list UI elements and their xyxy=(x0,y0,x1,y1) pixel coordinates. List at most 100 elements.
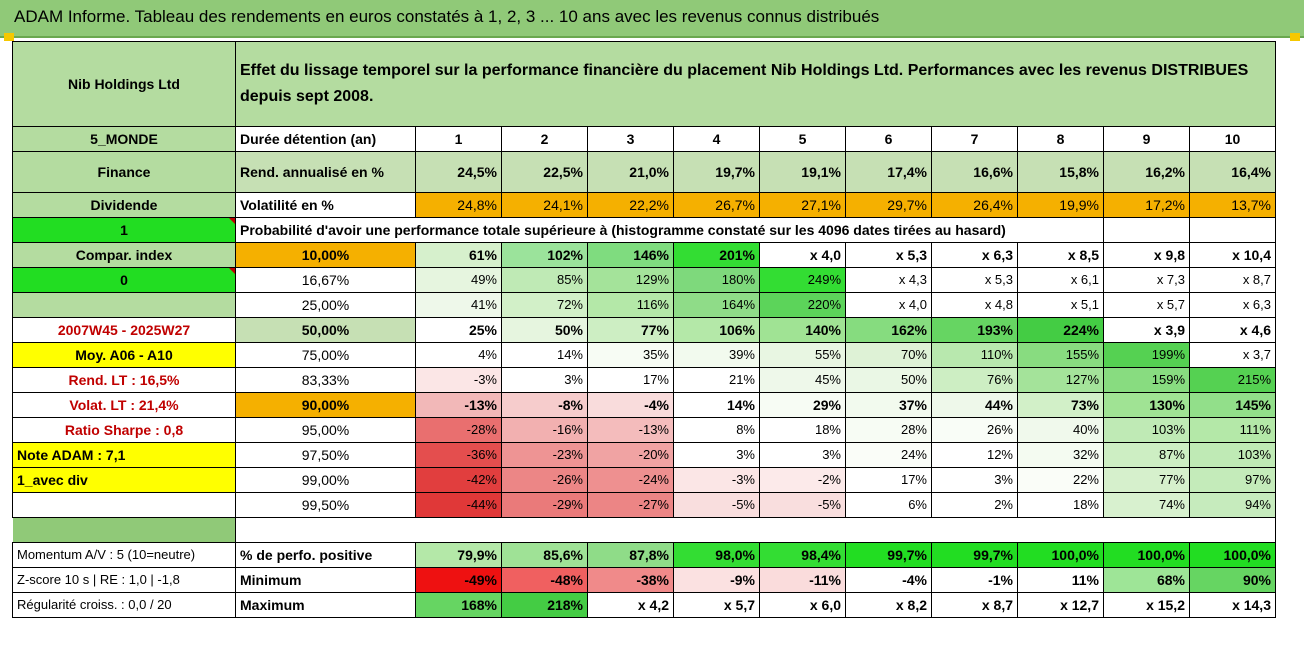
probability-value: 85% xyxy=(501,267,588,293)
stats-value: x 12,7 xyxy=(1017,592,1104,618)
probability-value: 39% xyxy=(673,342,760,368)
stats-value: 87,8% xyxy=(587,542,674,568)
flag-0-cell[interactable]: 0 xyxy=(12,267,236,293)
stats-value: 218% xyxy=(501,592,588,618)
volat-value: 26,7% xyxy=(673,192,760,218)
probability-value: 17% xyxy=(845,467,932,493)
corner-marker xyxy=(1290,33,1300,41)
rend-value: 16,6% xyxy=(931,151,1018,193)
probability-value: -8% xyxy=(501,392,588,418)
report-title: ADAM Informe. Tableau des rendements en … xyxy=(14,7,880,26)
probability-value: 3% xyxy=(501,367,588,393)
probability-value: 22% xyxy=(1017,467,1104,493)
probability-value: 3% xyxy=(759,442,846,468)
stats-value: x 4,2 xyxy=(587,592,674,618)
probability-value: 215% xyxy=(1189,367,1276,393)
volat-value: 27,1% xyxy=(759,192,846,218)
probability-value: x 4,8 xyxy=(931,292,1018,318)
year-4: 4 xyxy=(673,126,760,152)
probability-value: 199% xyxy=(1103,342,1190,368)
flag-1-cell[interactable]: 1 xyxy=(12,217,236,243)
stats-value: 168% xyxy=(415,592,502,618)
probability-value: 106% xyxy=(673,317,760,343)
probability-value: 41% xyxy=(415,292,502,318)
probability-value: 24% xyxy=(845,442,932,468)
probability-value: x 4,6 xyxy=(1189,317,1276,343)
probability-row: 99,50% -44% -29% -27% -5% -5% 6% 2% 18% 74% 94% xyxy=(12,492,1276,518)
probability-value: -20% xyxy=(587,442,674,468)
probability-value: 103% xyxy=(1189,442,1276,468)
probability-value: 102% xyxy=(501,242,588,268)
compar-index-label: Compar. index xyxy=(12,242,236,268)
probability-value: 70% xyxy=(845,342,932,368)
stats-value: 85,6% xyxy=(501,542,588,568)
stats-side-label: Régularité croiss. : 0,0 / 20 xyxy=(12,592,236,618)
probability-value: 129% xyxy=(587,267,674,293)
rend-value: 21,0% xyxy=(587,151,674,193)
threshold-percent: 50,00% xyxy=(235,317,416,343)
rend-value: 16,2% xyxy=(1103,151,1190,193)
year-8: 8 xyxy=(1017,126,1104,152)
stats-value: x 6,0 xyxy=(759,592,846,618)
stats-value: -4% xyxy=(845,567,932,593)
probability-value: -2% xyxy=(759,467,846,493)
probability-value: 94% xyxy=(1189,492,1276,518)
duration-label: Durée détention (an) xyxy=(235,126,416,152)
probability-value: 50% xyxy=(845,367,932,393)
probability-value: x 3,7 xyxy=(1189,342,1276,368)
probability-value: 159% xyxy=(1103,367,1190,393)
probability-value: 130% xyxy=(1103,392,1190,418)
probability-value: -26% xyxy=(501,467,588,493)
stats-value: -38% xyxy=(587,567,674,593)
stats-value: 98,0% xyxy=(673,542,760,568)
probability-value: 8% xyxy=(673,417,760,443)
probability-value: 37% xyxy=(845,392,932,418)
probability-value: 14% xyxy=(673,392,760,418)
probability-value: -42% xyxy=(415,467,502,493)
dividend-label: Dividende xyxy=(12,192,236,218)
probability-value: 26% xyxy=(931,417,1018,443)
probability-value: 50% xyxy=(501,317,588,343)
probability-value: -44% xyxy=(415,492,502,518)
probability-value: x 4,0 xyxy=(759,242,846,268)
probability-value: x 6,3 xyxy=(931,242,1018,268)
probability-value: x 7,3 xyxy=(1103,267,1190,293)
empty-left-cell xyxy=(12,292,236,318)
volat-value: 24,1% xyxy=(501,192,588,218)
threshold-percent: 90,00% xyxy=(235,392,416,418)
threshold-percent: 25,00% xyxy=(235,292,416,318)
stats-value: x 8,2 xyxy=(845,592,932,618)
rend-label: Rend. annualisé en % xyxy=(235,151,416,193)
year-10: 10 xyxy=(1189,126,1276,152)
probability-value: 45% xyxy=(759,367,846,393)
threshold-percent: 95,00% xyxy=(235,417,416,443)
separator-accent xyxy=(12,517,236,543)
probability-value: 110% xyxy=(931,342,1018,368)
stats-value: -11% xyxy=(759,567,846,593)
probability-value: -13% xyxy=(415,392,502,418)
year-9: 9 xyxy=(1103,126,1190,152)
stats-value: 98,4% xyxy=(759,542,846,568)
probability-title: Probabilité d'avoir une performance tota… xyxy=(235,217,1104,243)
rend-value: 19,7% xyxy=(673,151,760,193)
volat-value: 26,4% xyxy=(931,192,1018,218)
probability-value: x 3,9 xyxy=(1103,317,1190,343)
probability-value: 103% xyxy=(1103,417,1190,443)
threshold-percent: 75,00% xyxy=(235,342,416,368)
period-label: 2007W45 - 2025W27 xyxy=(12,317,236,343)
probability-value: -36% xyxy=(415,442,502,468)
stats-row: Momentum A/V : 5 (10=neutre)% de perfo. … xyxy=(12,542,1276,568)
probability-value: 127% xyxy=(1017,367,1104,393)
stats-value: 100,0% xyxy=(1189,542,1276,568)
stats-value: -49% xyxy=(415,567,502,593)
probability-value: 111% xyxy=(1189,417,1276,443)
probability-value: 97% xyxy=(1189,467,1276,493)
separator-row xyxy=(12,517,1276,543)
probability-value: 162% xyxy=(845,317,932,343)
threshold-percent: 97,50% xyxy=(235,442,416,468)
probability-row: 2007W45 - 2025W27 50,00% 25% 50% 77% 106% 140%… xyxy=(12,317,1276,343)
probability-value: -27% xyxy=(587,492,674,518)
rend-value: 15,8% xyxy=(1017,151,1104,193)
probability-value: x 8,7 xyxy=(1189,267,1276,293)
stats-value: 11% xyxy=(1017,567,1104,593)
